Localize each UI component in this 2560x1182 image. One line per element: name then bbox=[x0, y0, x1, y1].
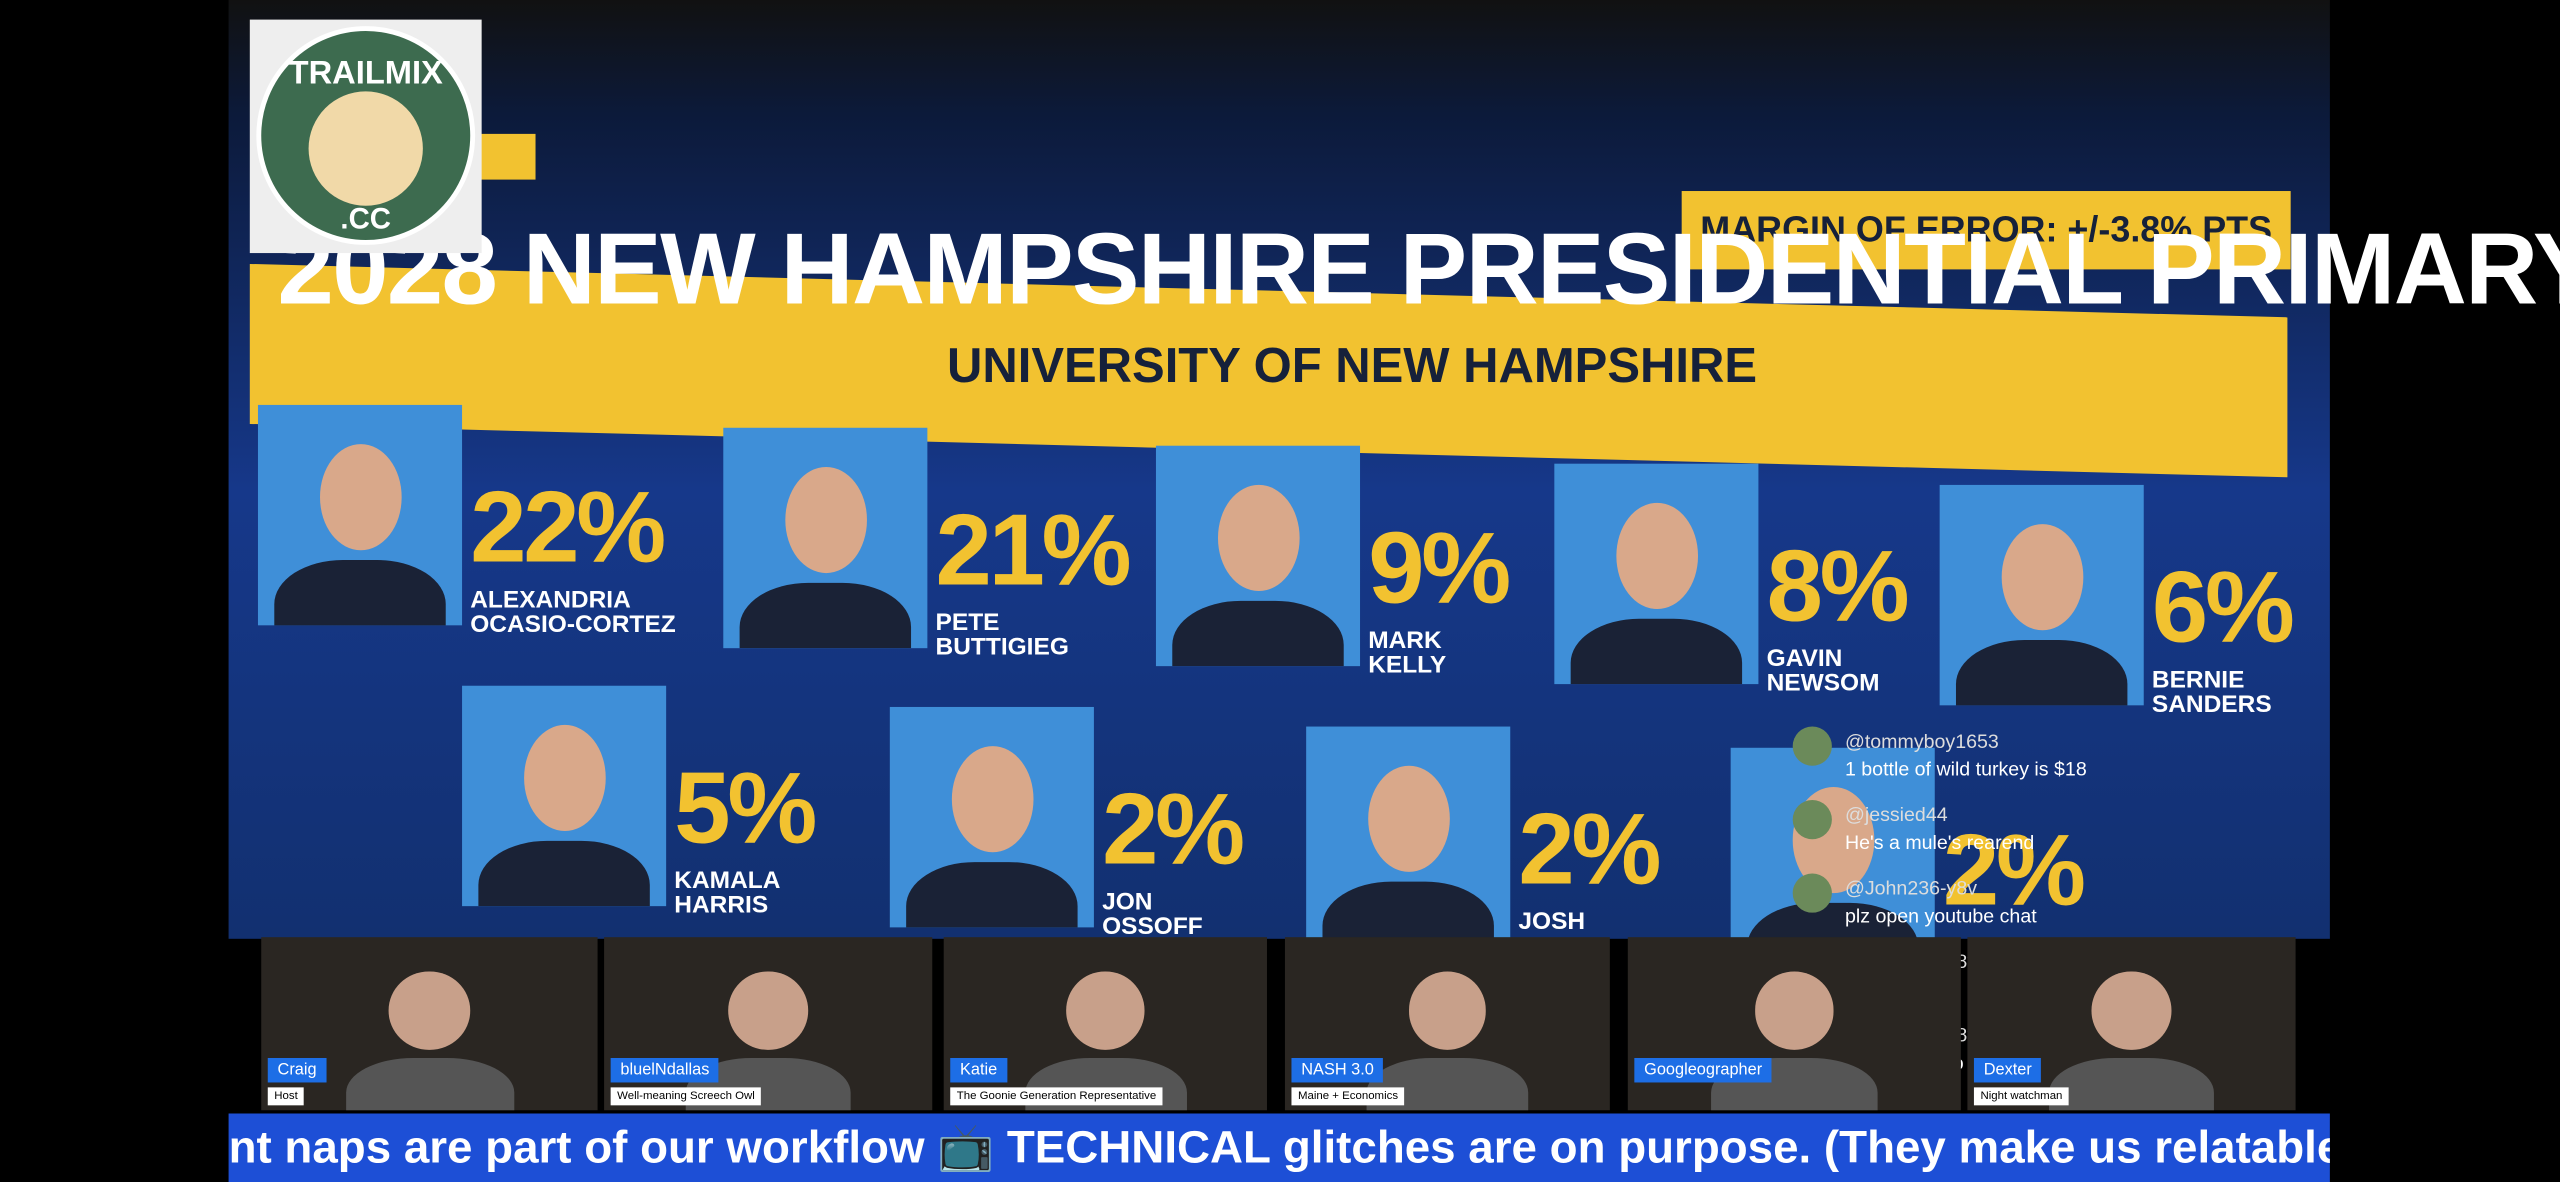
chat-avatar bbox=[1792, 800, 1832, 840]
candidate-percent: 21% bbox=[935, 494, 1132, 608]
head bbox=[728, 971, 808, 1050]
body bbox=[1570, 617, 1743, 685]
candidate-percent: 6% bbox=[2151, 551, 2295, 665]
candidate-name: KELLY bbox=[1368, 651, 1447, 680]
body bbox=[1322, 880, 1494, 947]
participant-role: Night watchman bbox=[1973, 1087, 2069, 1106]
body bbox=[1172, 600, 1344, 667]
candidate-name: GAVIN bbox=[1766, 644, 1843, 673]
participant-name: bluelNdallas bbox=[610, 1057, 720, 1083]
participant-role: Well-meaning Screech Owl bbox=[610, 1087, 762, 1106]
head bbox=[784, 467, 867, 574]
participant-tile bbox=[943, 937, 1267, 1111]
candidate-name: KAMALA bbox=[674, 866, 781, 895]
candidate-name: JON bbox=[1102, 888, 1153, 916]
head bbox=[1066, 971, 1145, 1050]
candidate-name: JOSH bbox=[1518, 907, 1586, 936]
candidate-name: SANDERS bbox=[2151, 690, 2272, 719]
body bbox=[1955, 639, 2128, 706]
candidate-name: PETE bbox=[935, 608, 1000, 637]
head bbox=[1754, 971, 1835, 1050]
participant-tile bbox=[604, 937, 933, 1111]
candidate-photo bbox=[1939, 484, 2144, 706]
head bbox=[2000, 524, 2083, 631]
participant-role: The Goonie Generation Representative bbox=[950, 1087, 1163, 1106]
participant-tile bbox=[1967, 937, 2296, 1111]
head bbox=[1367, 766, 1450, 873]
candidate-name: BUTTIGIEG bbox=[935, 633, 1069, 662]
chat-avatar bbox=[1792, 873, 1832, 913]
body bbox=[739, 582, 912, 649]
margin-of-error: MARGIN OF ERROR: +/-3.8% PTS bbox=[1681, 191, 2291, 270]
candidate-percent: 9% bbox=[1368, 512, 1511, 626]
head bbox=[951, 746, 1033, 853]
candidate-percent: 5% bbox=[674, 752, 817, 866]
candidate-photo bbox=[723, 427, 928, 649]
candidate-photo bbox=[1554, 463, 1759, 685]
head bbox=[319, 444, 401, 551]
candidate-photo bbox=[257, 404, 463, 626]
participant-role: Host bbox=[267, 1087, 305, 1106]
participant-name: Craig bbox=[267, 1057, 327, 1083]
candidate-photo bbox=[1306, 726, 1511, 947]
candidate-percent: 8% bbox=[1766, 530, 1910, 644]
participant-name: Katie bbox=[950, 1057, 1008, 1083]
participant-tile bbox=[1627, 937, 1961, 1111]
logo-text: TRAILMIX bbox=[288, 55, 443, 92]
head bbox=[2092, 971, 2171, 1050]
candidate-percent: 2% bbox=[1942, 814, 2086, 928]
candidate-name: BERNIE bbox=[2151, 666, 2245, 694]
participant-tile bbox=[1284, 937, 1610, 1111]
head bbox=[1217, 485, 1299, 592]
candidate-photo bbox=[462, 685, 667, 907]
candidate-name: ALEXANDRIA bbox=[470, 586, 631, 614]
chat-user: @jessied44 bbox=[1844, 803, 1948, 827]
candidate-name: OSSOFF bbox=[1102, 912, 1203, 941]
logo: TRAILMIX .CC bbox=[249, 19, 482, 254]
body bbox=[345, 1058, 514, 1111]
candidate-name: MARK bbox=[1368, 626, 1442, 655]
participant-role: Maine + Economics bbox=[1291, 1087, 1405, 1106]
head bbox=[389, 971, 470, 1050]
participant-tile bbox=[261, 937, 598, 1111]
participant-name: Dexter bbox=[1973, 1057, 2042, 1083]
candidate-name: OCASIO-CORTEZ bbox=[470, 610, 676, 639]
chat-text: He's a mule's rearend bbox=[1844, 831, 2035, 854]
candidate-photo bbox=[1155, 445, 1361, 667]
logo-text: .CC bbox=[340, 202, 392, 236]
candidate-percent: 2% bbox=[1518, 793, 1661, 907]
head bbox=[523, 725, 605, 832]
body bbox=[906, 861, 1078, 928]
ticker: nt naps are part of our workflow 📺 TECHN… bbox=[228, 1113, 2330, 1182]
chat-user: @John236-y8v bbox=[1844, 876, 1978, 900]
candidate-photo bbox=[1730, 747, 1935, 969]
poll-subtitle: UNIVERSITY OF NEW HAMPSHIRE bbox=[946, 339, 1758, 394]
candidate-percent: 22% bbox=[470, 471, 666, 585]
body bbox=[2049, 1058, 2214, 1111]
body bbox=[478, 840, 650, 907]
head bbox=[1615, 503, 1698, 610]
chat-user: @tommyboy1653 bbox=[1844, 729, 1999, 753]
chat-text: plz open youtube chat bbox=[1844, 904, 2037, 928]
candidate-percent: 2% bbox=[1102, 773, 1245, 887]
chat-avatar bbox=[1792, 726, 1832, 766]
candidate-name: HARRIS bbox=[674, 891, 769, 920]
chat-text: 1 bottle of wild turkey is $18 bbox=[1844, 757, 2087, 781]
candidate-name: NEWSOM bbox=[1766, 669, 1880, 698]
body bbox=[274, 559, 446, 626]
participant-name: NASH 3.0 bbox=[1291, 1057, 1384, 1083]
head bbox=[1408, 971, 1487, 1050]
poll-title: 2028 NEW HAMPSHIRE PRESIDENTIAL PRIMARY bbox=[277, 213, 2560, 327]
participant-name: Googleographer bbox=[1634, 1057, 1772, 1083]
candidate-photo bbox=[889, 706, 1094, 928]
